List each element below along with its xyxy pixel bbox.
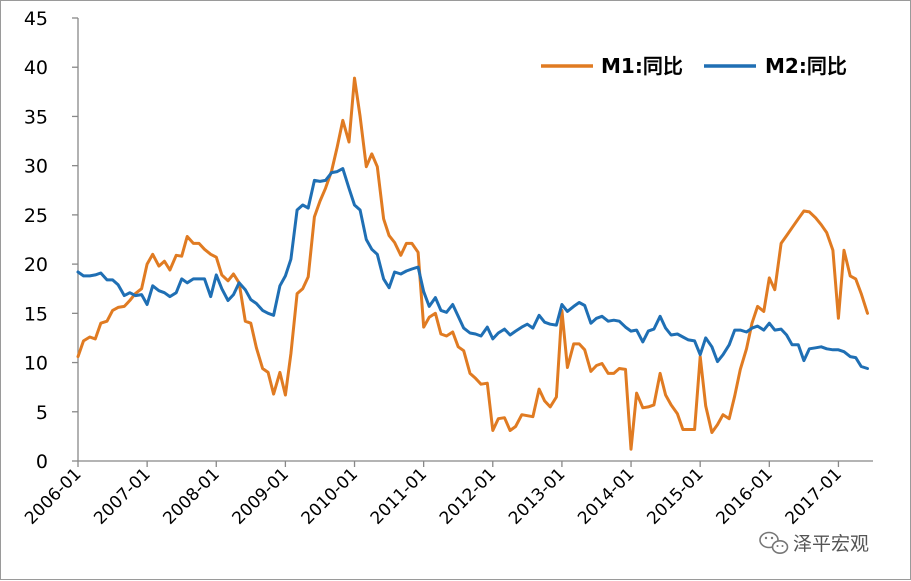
- wechat-icon: [759, 531, 789, 554]
- y-axis-ticks: 0 5 10 15 20 25 30 35 40 45: [24, 8, 78, 473]
- y-tick-label: 20: [24, 254, 48, 276]
- y-tick-label: 45: [24, 8, 48, 30]
- series-lines: [76, 76, 869, 451]
- y-tick-label: 15: [24, 303, 48, 325]
- y-tick-label: 30: [24, 156, 48, 178]
- y-tick-label: 5: [36, 402, 48, 424]
- x-tick-label: 2007-01: [90, 464, 154, 528]
- legend: M1:同比 M2:同比: [541, 54, 847, 78]
- x-axis-ticks: 2006-01 2007-01 2008-01 2009-01 2010-01 2011-…: [21, 461, 846, 529]
- x-tick-label: 2006-01: [21, 464, 85, 528]
- series-line-m1: [76, 76, 869, 451]
- x-tick-label: 2013-01: [505, 464, 569, 528]
- y-tick-label: 0: [36, 451, 48, 473]
- x-tick-label: 2016-01: [712, 464, 776, 528]
- x-tick-label: 2017-01: [782, 464, 846, 528]
- x-tick-label: 2010-01: [298, 464, 362, 528]
- axes: [77, 18, 873, 462]
- legend-label-m1: M1:同比: [601, 54, 683, 78]
- x-tick-label: 2012-01: [436, 464, 500, 528]
- watermark: 泽平宏观: [759, 531, 869, 555]
- legend-label-m2: M2:同比: [765, 54, 847, 78]
- y-tick-label: 10: [24, 353, 48, 375]
- x-tick-label: 2008-01: [159, 464, 223, 528]
- y-tick-label: 40: [24, 57, 48, 79]
- x-tick-label: 2011-01: [367, 464, 431, 528]
- x-tick-label: 2015-01: [643, 464, 707, 528]
- x-tick-label: 2009-01: [229, 464, 293, 528]
- y-tick-label: 25: [24, 205, 48, 227]
- y-tick-label: 35: [24, 106, 48, 128]
- watermark-text: 泽平宏观: [793, 533, 869, 555]
- series-line-m2: [76, 167, 869, 370]
- x-tick-label: 2014-01: [574, 464, 638, 528]
